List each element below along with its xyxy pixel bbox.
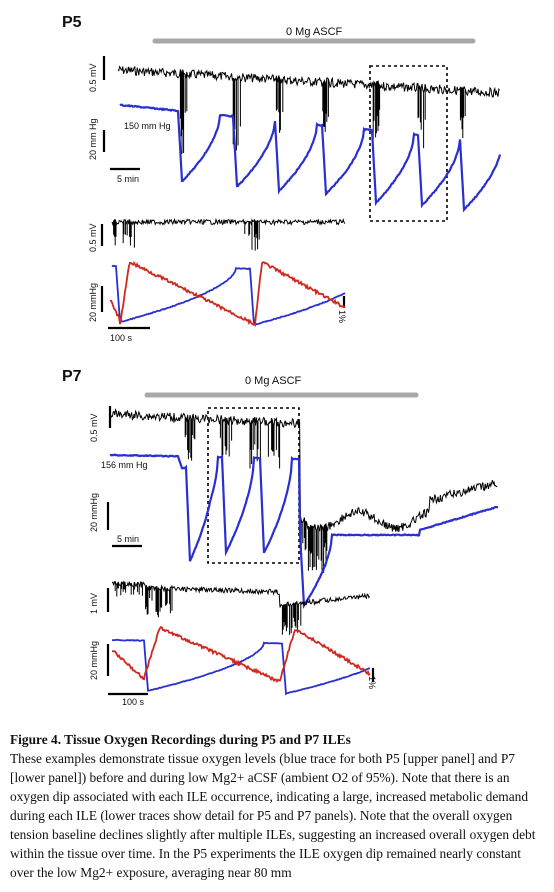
p7-baseline-oxygen-label: 156 mm Hg xyxy=(101,460,148,470)
caption-title: Figure 4. Tissue Oxygen Recordings durin… xyxy=(10,732,351,747)
p7-field-potential-trace xyxy=(109,408,498,573)
p7-detail-oxygen-trace xyxy=(112,638,370,696)
p7-detail-field-potential-trace xyxy=(111,580,371,635)
p5-detail-box xyxy=(369,65,448,222)
p5-baseline-oxygen-label: 150 mm Hg xyxy=(124,121,171,131)
figure-caption: Figure 4. Tissue Oxygen Recordings durin… xyxy=(10,730,546,882)
p5-panel-label: P5 xyxy=(62,14,82,31)
caption-body: These examples demonstrate tissue oxygen… xyxy=(10,751,536,880)
p5-condition-label: 0 Mg ASCF xyxy=(286,26,343,38)
figure-traces xyxy=(100,38,502,696)
p7-time-scale-label: 5 min xyxy=(117,534,140,544)
p5-oxygen-trace xyxy=(119,103,502,213)
p7-detail-time-label: 100 s xyxy=(122,697,145,707)
p7-scale-bars xyxy=(106,406,375,696)
p5-field-potential-trace xyxy=(117,65,501,154)
p5-detail-field-potential-trace xyxy=(111,217,346,251)
p7-oxygen-trace xyxy=(109,453,499,610)
p7-panel-label: P7 xyxy=(62,368,82,385)
p5-time-scale-label: 5 min xyxy=(117,174,140,184)
p5-detail-red-trace xyxy=(109,261,345,327)
p7-condition-label: 0 Mg ASCF xyxy=(245,375,302,387)
p5-detail-time-label: 100 s xyxy=(110,333,133,343)
p5-detail-oxygen-trace xyxy=(111,264,346,326)
p7-detail-red-trace xyxy=(112,625,371,683)
